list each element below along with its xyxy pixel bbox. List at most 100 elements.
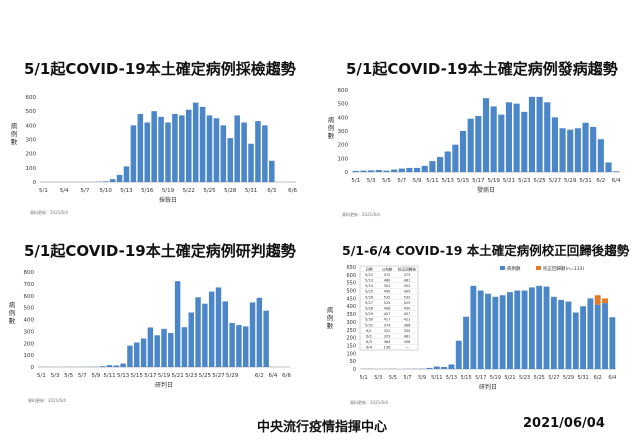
bar bbox=[168, 333, 174, 367]
footer-date: 2021/06/04 bbox=[523, 416, 605, 431]
bar bbox=[536, 96, 543, 172]
bar bbox=[490, 106, 497, 172]
bar bbox=[567, 129, 574, 172]
y-axis-label: 病例數 bbox=[328, 115, 335, 140]
bar bbox=[580, 306, 587, 369]
bar bbox=[181, 327, 188, 367]
x-tick-label: 5/3 bbox=[51, 373, 60, 379]
bar bbox=[199, 106, 206, 182]
bar bbox=[398, 168, 405, 172]
x-tick-label: 5/9 bbox=[91, 373, 100, 379]
y-tick-label: 500 bbox=[26, 109, 37, 115]
y-tick-label: 300 bbox=[26, 138, 37, 144]
x-tick-label: 5/22 bbox=[183, 188, 195, 194]
y-tick-label: 300 bbox=[346, 320, 356, 326]
bar bbox=[587, 298, 594, 369]
x-tick-label: 6/6 bbox=[282, 373, 291, 379]
bar bbox=[505, 102, 513, 172]
y-tick-label: 600 bbox=[346, 273, 356, 279]
bar bbox=[448, 364, 455, 369]
bar bbox=[236, 325, 242, 367]
table-cell: 6/2 bbox=[366, 335, 372, 339]
y-tick-label: 800 bbox=[24, 270, 35, 276]
bar bbox=[113, 365, 120, 367]
bar bbox=[482, 98, 490, 172]
bar bbox=[120, 363, 126, 367]
x-tick-label: 5/10 bbox=[100, 188, 113, 194]
table-cell: 406 bbox=[404, 340, 412, 344]
table-cell: 5/22 bbox=[365, 273, 373, 277]
y-tick-label: 600 bbox=[24, 294, 35, 300]
x-axis-label: 研判日 bbox=[155, 381, 173, 389]
bar bbox=[602, 303, 608, 369]
table-cell: 430 bbox=[404, 307, 412, 311]
bar bbox=[485, 293, 491, 369]
table-cell: 301 bbox=[384, 284, 391, 288]
table-cell: 5/29 bbox=[365, 312, 374, 316]
x-tick-label: 5/5 bbox=[64, 373, 73, 379]
bar bbox=[470, 285, 477, 369]
x-tick-label: 6/2 bbox=[594, 375, 602, 381]
x-tick-label: 5/19 bbox=[487, 178, 500, 184]
table-header-cell: 校正回歸後 bbox=[398, 266, 416, 271]
chart-title-diagnosis: 5/1起COVID-19本土確定病例研判趨勢 bbox=[24, 242, 296, 260]
y-tick-label: 0 bbox=[33, 180, 37, 186]
table-header-cell: 公布數 bbox=[382, 266, 393, 271]
x-tick-label: 5/25 bbox=[199, 373, 212, 379]
x-tick-label: 5/1 bbox=[360, 375, 368, 381]
x-tick-label: 6/4 bbox=[269, 373, 278, 379]
x-tick-label: 5/31 bbox=[245, 188, 257, 194]
bar-chart-diagnosis: 0 100 200 300 400 500 600 700 800 5/1 5/3 5/5 5/7 5/9… bbox=[9, 270, 292, 403]
x-tick-label: 5/1 bbox=[37, 373, 46, 379]
table-header-cell: 日期 bbox=[365, 266, 373, 271]
bar bbox=[130, 125, 137, 182]
y-tick-label: 250 bbox=[346, 328, 356, 334]
x-tick-label: 5/17 bbox=[144, 373, 157, 379]
x-tick-label: 5/13 bbox=[120, 188, 133, 194]
x-tick-label: 5/11 bbox=[431, 375, 442, 381]
table-cell: 374 bbox=[384, 323, 392, 327]
bar bbox=[513, 103, 520, 172]
x-tick-label: 5/19 bbox=[490, 375, 501, 381]
x-tick-label: 5/27 bbox=[548, 375, 559, 381]
bar bbox=[605, 162, 612, 172]
x-tick-label: 5/7 bbox=[397, 178, 406, 184]
bar bbox=[360, 170, 367, 172]
table-cell: 408 bbox=[384, 307, 392, 311]
y-tick-label: 200 bbox=[346, 336, 356, 342]
bar-chart-sampling: 0 100 200 300 400 500 600 5/1 5/4 5/7 5/10 5/13 5/16… bbox=[11, 95, 298, 215]
x-tick-label: 5/21 bbox=[504, 375, 515, 381]
x-tick-label: 5/3 bbox=[367, 178, 376, 184]
bar bbox=[174, 281, 181, 367]
y-tick-label: 0 bbox=[31, 365, 35, 371]
x-tick-label: 5/13 bbox=[446, 375, 457, 381]
bar bbox=[406, 167, 413, 172]
x-tick-label: 5/17 bbox=[475, 375, 486, 381]
y-tick-label: 300 bbox=[24, 329, 35, 335]
x-tick-label: 5/13 bbox=[442, 178, 455, 184]
y-tick-label: 50 bbox=[350, 359, 356, 365]
table-cell: 6/4 bbox=[366, 346, 372, 350]
bar bbox=[383, 170, 390, 172]
bar bbox=[429, 161, 436, 172]
y-tick-label: 650 bbox=[346, 265, 356, 271]
bar bbox=[213, 118, 220, 182]
bar bbox=[426, 367, 433, 369]
x-tick-label: 5/1 bbox=[39, 188, 48, 194]
bar bbox=[248, 143, 254, 182]
x-tick-label: 5/11 bbox=[103, 373, 115, 379]
bar bbox=[172, 114, 178, 182]
bar bbox=[116, 174, 123, 182]
bar bbox=[521, 290, 528, 369]
bar bbox=[543, 286, 550, 369]
x-tick-label: 5/28 bbox=[224, 188, 237, 194]
bar bbox=[202, 303, 208, 367]
x-tick-label: 6/4 bbox=[612, 178, 621, 184]
chart-title-sampling: 5/1起COVID-19本土確定病例採檢趨勢 bbox=[24, 60, 296, 78]
x-tick-label: 5/17 bbox=[472, 178, 485, 184]
x-tick-label: 6/2 bbox=[596, 178, 605, 184]
bar bbox=[433, 366, 440, 369]
bar bbox=[565, 301, 572, 369]
x-tick-label: 5/27 bbox=[212, 373, 225, 379]
bar bbox=[590, 126, 597, 172]
